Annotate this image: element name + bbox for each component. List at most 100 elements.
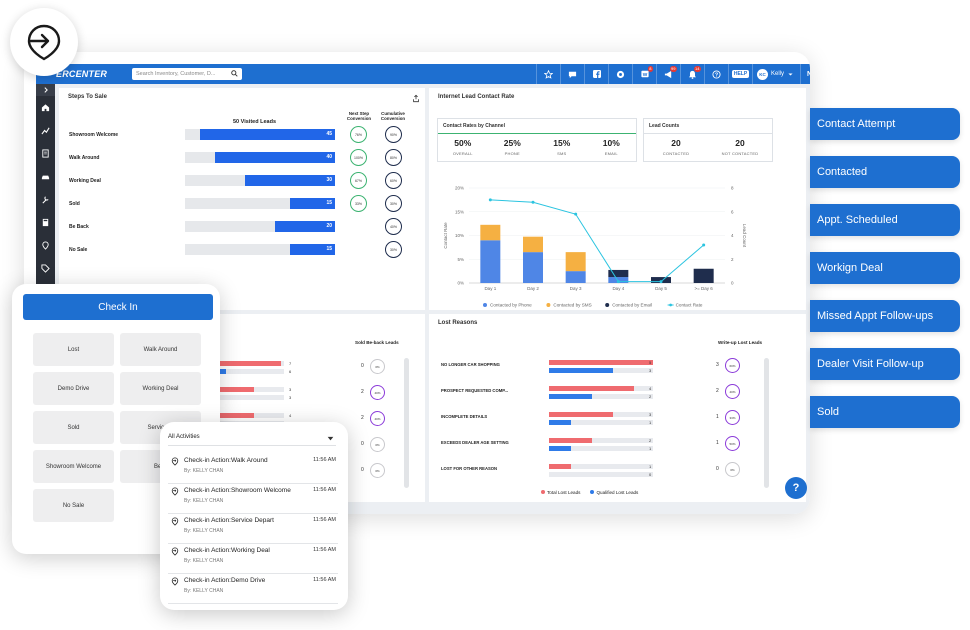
megaphone-badge: 99 — [669, 66, 677, 72]
chat-icon[interactable] — [560, 64, 584, 84]
lost-reason-row: NO LONGER CAR SHOPPING — [441, 354, 771, 376]
sidebar-home-icon[interactable] — [36, 96, 55, 119]
steps-bar-fill: 40 — [215, 152, 335, 163]
check-in-showroom-welcome-button[interactable]: Showroom Welcome — [33, 450, 114, 483]
lost-reason-red-count: 3 — [649, 412, 652, 417]
activity-item[interactable]: Check-in Action:Demo Drive By: KELLY CHAN… — [168, 574, 338, 604]
chart-x-tick-label: Day 1 — [484, 286, 496, 291]
kpi-item: 20 CONTACTED — [644, 134, 708, 156]
contact-rate-chart: 0% 5% 10% 15% 20% 0 2 4 6 8 Contact Rate Lead Count… — [443, 186, 747, 308]
lost-reason-blue-bar — [549, 446, 571, 451]
chart-y2-tick-label: 8 — [731, 186, 734, 191]
bell-icon[interactable]: 14 — [680, 64, 704, 84]
sold-beback-count: 0 — [361, 441, 364, 447]
sold-beback-red-count: 3 — [289, 387, 292, 392]
check-in-no-sale-button[interactable]: No Sale — [33, 489, 114, 522]
status-pill-missed-appt-follow-ups[interactable]: Missed Appt Follow-ups — [810, 300, 960, 332]
settings-circle-icon[interactable] — [608, 64, 632, 84]
check-in-title: Check In — [23, 294, 213, 320]
lost-reason-blue-count: 0 — [649, 472, 652, 477]
top-nav-bar: ERCENTER Search Inventory, Customer, D..… — [36, 64, 810, 84]
kpi-label: EMAIL — [604, 151, 618, 156]
sold-beback-scrollbar[interactable] — [404, 358, 409, 488]
sold-beback-donut: 40% — [370, 385, 385, 400]
check-in-pin-icon — [171, 457, 179, 466]
help-circle-icon[interactable]: ? — [704, 64, 728, 84]
activity-time: 11:56 AM — [313, 517, 336, 523]
legend-total-lost: Total Lost Leads — [541, 490, 580, 495]
check-in-pin-icon — [171, 487, 179, 496]
legend-qualified-lost: Qualified Lost Leads — [590, 490, 638, 495]
check-in-pin-icon — [27, 24, 61, 61]
activity-author: By: KELLY CHAN — [184, 558, 224, 564]
steps-row: Working Deal 30 — [69, 175, 359, 187]
check-in-sold-button[interactable]: Sold — [33, 411, 114, 444]
lost-reason-writeup-count: 0 — [716, 466, 719, 472]
steps-row: Sold 15 — [69, 198, 359, 210]
steps-bar-fill: 45 — [200, 129, 335, 140]
global-search-input[interactable]: Search Inventory, Customer, D... — [132, 68, 242, 80]
kpi-item: 15% SMS — [537, 134, 587, 156]
kpi-item: 25% PHONE — [488, 134, 538, 156]
lost-reasons-legend: Total Lost Leads Qualified Lost Leads — [541, 490, 638, 495]
status-pill-contact-attempt[interactable]: Contact Attempt — [810, 108, 960, 140]
sidebar-expand-icon[interactable] — [36, 84, 55, 96]
avatar: KC — [757, 68, 768, 80]
lost-reason-row: LOST FOR OTHER REASON — [441, 458, 771, 480]
lost-reason-blue-bar — [549, 394, 592, 399]
megaphone-icon[interactable]: 99 — [656, 64, 680, 84]
sidebar-tag-icon[interactable] — [36, 257, 55, 280]
status-pill-contacted[interactable]: Contacted — [810, 156, 960, 188]
sidebar-analytics-icon[interactable] — [36, 119, 55, 142]
sidebar-location-icon[interactable] — [36, 234, 55, 257]
steps-bar-track: 40 — [185, 152, 335, 163]
sidebar-car-icon[interactable] — [36, 165, 55, 188]
lost-reason-writeup-count: 1 — [716, 414, 719, 420]
cumulative-donut: 30% — [385, 195, 402, 212]
dealership-name: NOWCO — [800, 64, 810, 84]
chart-y-axis-label: Contact Rate — [443, 222, 448, 249]
lost-reason-track — [549, 420, 653, 425]
activity-item[interactable]: Check-in Action:Working Deal By: KELLY CH… — [168, 544, 338, 574]
lost-reason-blue-count: 1 — [649, 420, 652, 425]
sidebar-documents-icon[interactable] — [36, 142, 55, 165]
chart-bar-contacted-by-email — [651, 277, 671, 283]
check-in-walk-around-button[interactable]: Walk Around — [120, 333, 201, 366]
chart-y-tick-label: 15% — [455, 209, 464, 214]
steps-bar-fill: 30 — [245, 175, 335, 186]
dashboard-content: Steps To Sale 50 Visited Leads Next Step… — [55, 84, 810, 514]
activity-item[interactable]: Check-in Action:Walk Around By: KELLY CHA… — [168, 454, 338, 484]
chart-point-contact-rate — [616, 280, 620, 284]
status-pill-workign-deal[interactable]: Workign Deal — [810, 252, 960, 284]
lost-reason-red-bar — [549, 386, 635, 391]
check-in-demo-drive-button[interactable]: Demo Drive — [33, 372, 114, 405]
status-pill-appt-scheduled[interactable]: Appt. Scheduled — [810, 204, 960, 236]
lost-reasons-scrollbar[interactable] — [764, 358, 769, 488]
favorites-icon[interactable] — [536, 64, 560, 84]
status-pill-dealer-visit-follow-up[interactable]: Dealer Visit Follow-up — [810, 348, 960, 380]
steps-bar-track: 30 — [185, 175, 335, 186]
check-in-working-deal-button[interactable]: Working Deal — [120, 372, 201, 405]
facebook-icon[interactable] — [584, 64, 608, 84]
help-fab-button[interactable]: ? — [785, 477, 807, 499]
lost-reason-donut: 33% — [725, 410, 740, 425]
activity-item[interactable]: Check-in Action:Showroom Welcome By: KELL… — [168, 484, 338, 514]
steps-row: Walk Around 40 — [69, 152, 359, 164]
user-menu[interactable]: KC Kelly NOWCO — [752, 64, 810, 84]
sidebar-calculator-icon[interactable] — [36, 211, 55, 234]
status-pill-sold[interactable]: Sold — [810, 396, 960, 428]
activity-item[interactable]: Check-in Action:Service Depart By: KELLY … — [168, 514, 338, 544]
export-icon[interactable] — [412, 94, 420, 103]
search-icon[interactable] — [231, 70, 238, 77]
sidebar-service-icon[interactable] — [36, 188, 55, 211]
help-button[interactable]: HELP — [728, 64, 752, 84]
activities-filter-select[interactable]: All Activities — [168, 434, 336, 446]
chart-y-tick-label: 5% — [457, 257, 464, 262]
steps-row-label: Working Deal — [69, 178, 101, 184]
check-in-lost-button[interactable]: Lost — [33, 333, 114, 366]
activity-time: 11:56 AM — [313, 577, 336, 583]
kpi-label: NOT CONTACTED — [721, 151, 759, 156]
steps-row: Be Back 20 — [69, 221, 359, 233]
steps-bar-fill: 15 — [290, 198, 335, 209]
